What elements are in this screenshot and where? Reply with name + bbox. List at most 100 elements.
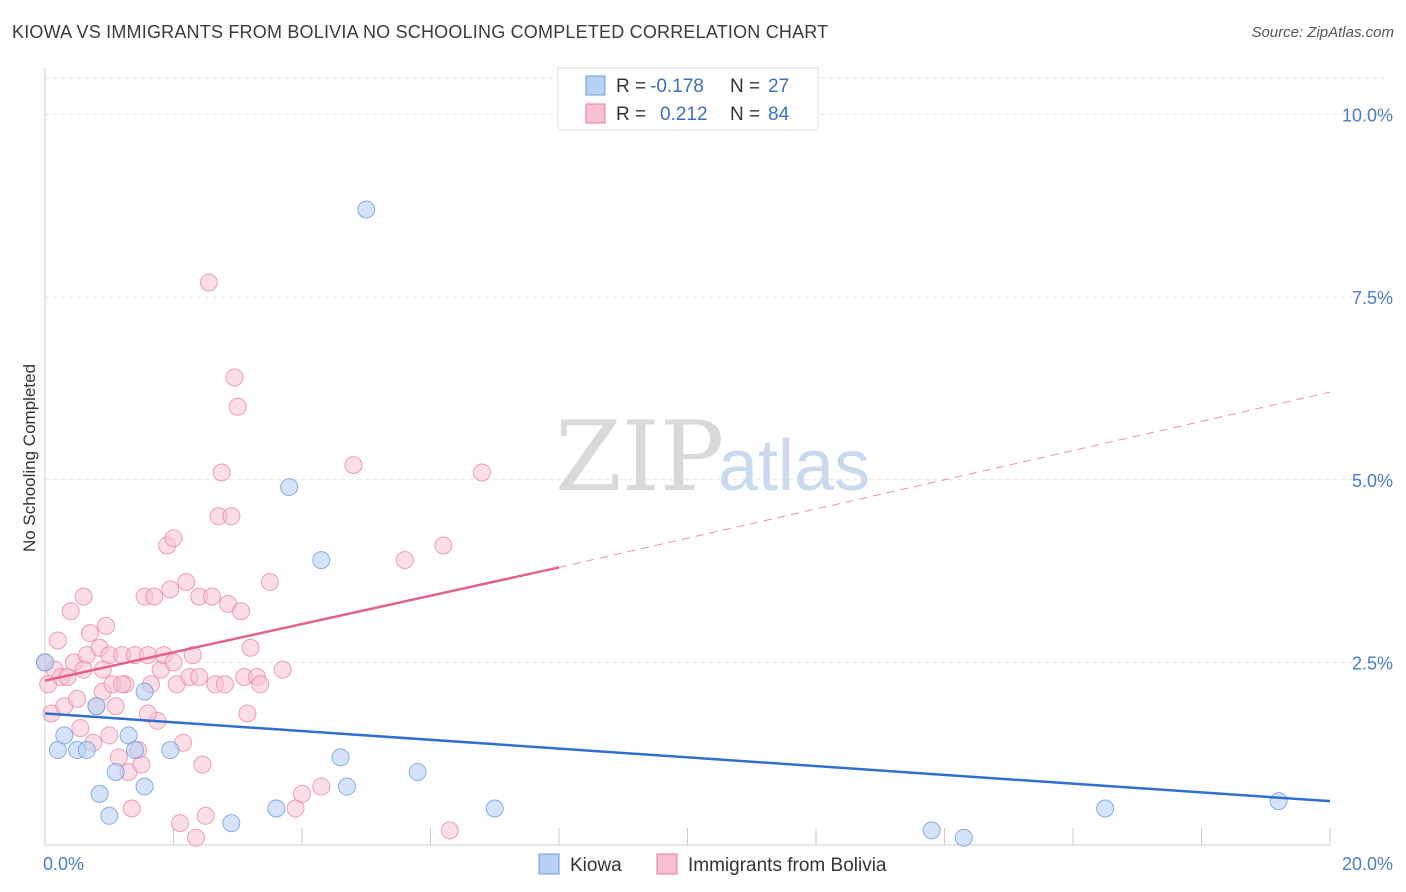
bolivia-point-61 [231,602,250,621]
legend-r-value-kiowa: -0.178 [650,76,704,97]
kiowa-point-10 [125,741,144,760]
kiowa-point-22 [485,799,504,818]
bolivia-point-22 [106,697,125,716]
bolivia-point-52 [203,587,222,606]
kiowa-point-11 [135,777,154,796]
bolivia-point-82 [164,653,183,672]
watermark-zip: ZIP [555,401,724,513]
bolivia-point-44 [177,573,196,592]
legend-swatch-bolivia [585,103,606,124]
kiowa-point-12 [135,682,154,701]
kiowa-point-0 [36,653,54,672]
bolivia-trend-line [44,566,560,682]
bolivia-point-19 [97,616,116,635]
bolivia-trend-extension [558,391,1331,568]
bolivia-point-70 [293,784,311,803]
kiowa-point-6 [90,784,109,803]
grid-lines [45,77,1390,663]
bolivia-point-83 [190,667,209,686]
kiowa-point-5 [87,697,106,716]
kiowa-point-21 [408,762,427,781]
kiowa-points [36,200,1288,847]
bolivia-point-72 [344,456,363,475]
bolivia-point-66 [251,675,270,694]
legend-r-label-bolivia: R = [616,104,646,125]
bolivia-point-8 [61,602,80,621]
bolivia-point-55 [212,463,231,482]
kiowa-point-25 [1096,799,1115,818]
legend-n-value-kiowa: 27 [768,76,789,97]
bolivia-point-74 [434,536,453,555]
kiowa-point-13 [161,741,180,760]
bolivia-point-4 [48,631,67,650]
bolivia-point-10 [68,689,87,708]
trend-lines [44,391,1331,803]
x-tick-label-0: 0.0% [43,854,84,874]
legend-n-value-bolivia: 84 [768,104,790,125]
kiowa-point-8 [106,762,125,781]
bottom-legend-label-kiowa: Kiowa [570,855,622,876]
bottom-legend-swatch-kiowa [538,853,560,875]
bolivia-point-73 [395,551,414,570]
y-axis-label: No Schooling Completed [20,364,39,552]
bolivia-point-64 [241,638,260,657]
legend-r-label-kiowa: R = [616,76,646,97]
x-tick-label-1: 20.0% [1342,854,1393,874]
bolivia-point-12 [74,587,93,606]
kiowa-point-23 [922,821,941,840]
correlation-legend: R = -0.178 N = 27 R = 0.212 N = 84 [557,67,819,131]
bolivia-points [36,273,491,847]
bolivia-point-71 [312,777,331,796]
kiowa-point-26 [1269,792,1288,811]
bolivia-point-58 [222,507,241,526]
tick-labels: 2.5% 5.0% 7.5% 10.0% 0.0% 20.0% [43,106,1393,874]
kiowa-point-2 [55,726,74,745]
bolivia-point-39 [161,580,180,599]
kiowa-point-4 [77,741,96,760]
kiowa-point-16 [280,478,299,497]
kiowa-point-15 [267,799,286,818]
legend-swatch-kiowa [585,75,606,96]
bolivia-point-11 [71,719,90,738]
bolivia-point-59 [225,368,244,387]
bolivia-point-80 [113,675,132,694]
kiowa-point-17 [312,551,331,570]
watermark-atlas: atlas [718,426,870,506]
source-label: Source: ZipAtlas.com [1251,24,1394,41]
bolivia-point-32 [138,646,157,665]
y-tick-label-2: 7.5% [1352,288,1393,308]
bolivia-point-67 [260,573,279,592]
bolivia-point-42 [170,814,189,833]
bottom-legend-swatch-bolivia [656,853,678,875]
bolivia-point-75 [440,821,459,840]
bolivia-point-56 [215,675,234,694]
bolivia-point-27 [122,799,141,818]
y-tick-label-1: 5.0% [1352,471,1393,491]
kiowa-point-14 [222,814,241,833]
series-legend: Kiowa Immigrants from Bolivia [538,853,887,876]
bolivia-point-34 [145,587,164,606]
legend-n-label-bolivia: N = [730,104,760,125]
kiowa-point-24 [954,828,973,847]
bolivia-point-60 [228,397,247,416]
y-tick-label-0: 2.5% [1352,653,1393,673]
bolivia-point-76 [472,463,491,482]
bolivia-point-51 [199,273,218,292]
bottom-legend-label-bolivia: Immigrants from Bolivia [688,855,887,876]
bolivia-point-49 [193,755,212,774]
bolivia-point-46 [183,646,202,665]
bolivia-point-14 [80,624,99,643]
bolivia-point-50 [196,806,215,825]
legend-r-value-bolivia: 0.212 [660,104,708,125]
bolivia-point-23 [109,748,128,767]
kiowa-point-7 [100,806,119,825]
legend-n-label-kiowa: N = [730,76,760,97]
bolivia-point-40 [164,529,183,548]
kiowa-point-19 [337,777,356,796]
kiowa-trend-line [44,712,1331,803]
chart-title: KIOWA VS IMMIGRANTS FROM BOLIVIA NO SCHO… [12,22,829,42]
bolivia-point-68 [273,660,292,679]
kiowa-point-18 [331,748,350,767]
bolivia-point-79 [138,704,157,723]
